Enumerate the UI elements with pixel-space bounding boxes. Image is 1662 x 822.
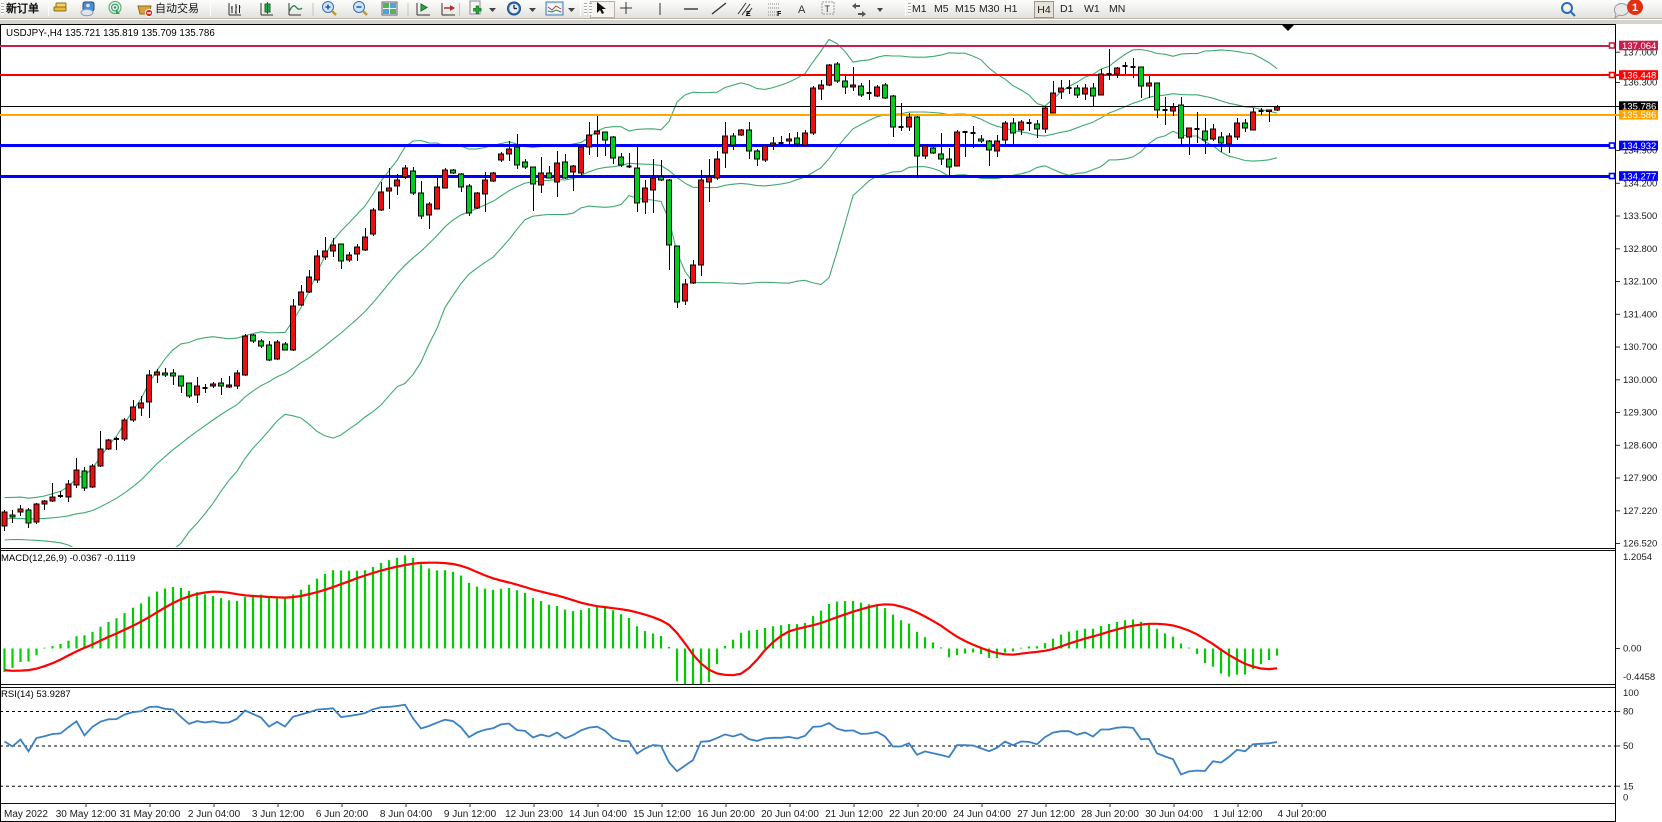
svg-text:21 Jun 12:00: 21 Jun 12:00: [825, 809, 883, 820]
svg-text:1.2054: 1.2054: [1623, 552, 1652, 563]
svg-text:137.000: 137.000: [1623, 47, 1657, 58]
svg-text:-0.4458: -0.4458: [1623, 672, 1655, 683]
svg-text:2 Jun 04:00: 2 Jun 04:00: [188, 809, 241, 820]
svg-text:132.100: 132.100: [1623, 277, 1657, 288]
svg-text:MACD(12,26,9) -0.0367 -0.1119: MACD(12,26,9) -0.0367 -0.1119: [1, 553, 135, 564]
svg-text:20 Jun 04:00: 20 Jun 04:00: [761, 809, 819, 820]
svg-text:0: 0: [1623, 793, 1628, 804]
svg-text:4 Jul 20:00: 4 Jul 20:00: [1278, 809, 1327, 820]
svg-text:22 Jun 20:00: 22 Jun 20:00: [889, 809, 947, 820]
svg-text:24 Jun 04:00: 24 Jun 04:00: [953, 809, 1011, 820]
svg-text:136.448: 136.448: [1622, 70, 1656, 81]
svg-text:131.400: 131.400: [1623, 310, 1657, 321]
svg-text:May 2022: May 2022: [4, 809, 48, 820]
svg-text:0.00: 0.00: [1623, 644, 1642, 655]
svg-text:1 Jul 12:00: 1 Jul 12:00: [1214, 809, 1263, 820]
svg-text:T: T: [825, 4, 831, 14]
svg-text:127.900: 127.900: [1623, 473, 1657, 484]
svg-text:132.800: 132.800: [1623, 244, 1657, 255]
svg-text:14 Jun 04:00: 14 Jun 04:00: [569, 809, 627, 820]
svg-text:135.786: 135.786: [1622, 102, 1656, 113]
svg-text:6 Jun 20:00: 6 Jun 20:00: [316, 809, 369, 820]
svg-text:133.500: 133.500: [1623, 211, 1657, 222]
svg-text:27 Jun 12:00: 27 Jun 12:00: [1017, 809, 1075, 820]
svg-text:30 May 12:00: 30 May 12:00: [56, 809, 117, 820]
svg-text:129.300: 129.300: [1623, 408, 1657, 419]
svg-text:128.600: 128.600: [1623, 441, 1657, 452]
svg-text:9 Jun 12:00: 9 Jun 12:00: [444, 809, 497, 820]
svg-text:15 Jun 12:00: 15 Jun 12:00: [633, 809, 691, 820]
svg-text:130.000: 130.000: [1623, 375, 1657, 386]
svg-text:50: 50: [1623, 741, 1634, 752]
svg-text:USDJPY-,H4 135.721 135.819 13: USDJPY-,H4 135.721 135.819 135.709 135.7…: [6, 28, 215, 39]
svg-text:16 Jun 20:00: 16 Jun 20:00: [697, 809, 755, 820]
svg-text:136.300: 136.300: [1623, 78, 1657, 89]
svg-text:134.277: 134.277: [1622, 171, 1656, 182]
svg-text:3 Jun 12:00: 3 Jun 12:00: [252, 809, 305, 820]
svg-text:30 Jun 04:00: 30 Jun 04:00: [1145, 809, 1203, 820]
svg-text:100: 100: [1623, 688, 1639, 699]
svg-text:15: 15: [1623, 781, 1634, 792]
svg-text:12 Jun 23:00: 12 Jun 23:00: [505, 809, 563, 820]
svg-text:1: 1: [1632, 2, 1638, 14]
svg-text:F: F: [777, 11, 782, 18]
svg-text:80: 80: [1623, 707, 1634, 718]
svg-text:134.932: 134.932: [1622, 141, 1656, 152]
svg-text:28 Jun 20:00: 28 Jun 20:00: [1081, 809, 1139, 820]
svg-text:126.520: 126.520: [1623, 539, 1657, 550]
svg-text:135.586: 135.586: [1622, 110, 1656, 121]
svg-text:E: E: [746, 11, 751, 18]
svg-text:31 May 20:00: 31 May 20:00: [120, 809, 181, 820]
svg-text:137.064: 137.064: [1622, 41, 1656, 52]
svg-text:8 Jun 04:00: 8 Jun 04:00: [380, 809, 433, 820]
svg-text:134.900: 134.900: [1623, 146, 1657, 157]
svg-text:RSI(14) 53.9287: RSI(14) 53.9287: [1, 689, 71, 700]
svg-text:130.700: 130.700: [1623, 342, 1657, 353]
svg-text:A: A: [798, 4, 806, 16]
svg-text:127.220: 127.220: [1623, 506, 1657, 517]
svg-text:134.200: 134.200: [1623, 179, 1657, 190]
